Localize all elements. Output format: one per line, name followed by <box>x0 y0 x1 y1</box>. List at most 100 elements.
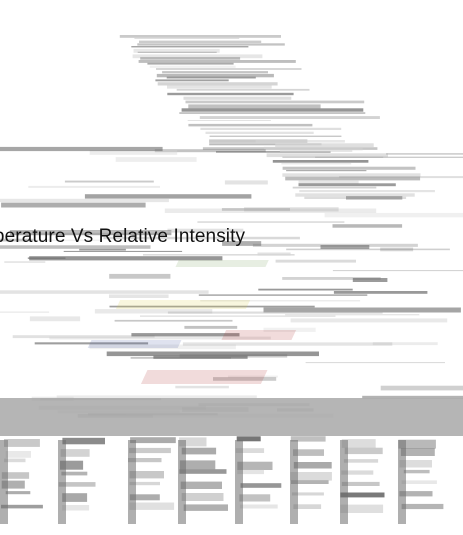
scan-line <box>89 150 178 155</box>
scan-line <box>153 355 248 359</box>
streak <box>119 35 281 38</box>
streak <box>209 135 342 137</box>
streak <box>137 51 217 53</box>
glyph-stem <box>178 440 186 524</box>
scan-line <box>109 273 171 279</box>
scan-line <box>182 342 393 346</box>
streak <box>156 68 302 70</box>
scan-line <box>115 157 197 162</box>
scan-line <box>175 385 229 389</box>
scan-line <box>263 307 461 313</box>
glyph-slice <box>237 461 273 470</box>
glyph-slice <box>290 436 326 442</box>
scan-line <box>114 319 233 322</box>
scan-line <box>0 290 209 294</box>
streak <box>179 112 366 114</box>
glyph-slice <box>291 492 324 496</box>
scan-line <box>346 196 403 200</box>
scan-line <box>4 261 46 263</box>
streak <box>188 104 321 109</box>
distorted-wordmark <box>0 398 463 524</box>
scan-line <box>0 146 163 152</box>
glyph-slice <box>293 462 332 469</box>
streak <box>147 62 234 65</box>
glyph-slice <box>235 448 265 453</box>
scan-line <box>372 342 438 346</box>
glyph-slice <box>293 449 324 456</box>
glyph-slice <box>239 494 271 502</box>
tint-streak <box>221 330 297 340</box>
scan-line <box>352 278 388 282</box>
streak <box>295 193 415 197</box>
scan-line <box>315 156 463 158</box>
streak <box>209 143 322 146</box>
glyph-slice <box>58 482 96 487</box>
streak <box>134 37 240 39</box>
glyph-stem <box>340 440 348 524</box>
glyph-slice <box>129 494 160 501</box>
streak <box>133 48 220 53</box>
streak <box>255 140 345 143</box>
glyph-slice <box>237 469 264 475</box>
glyph-slice <box>291 480 329 484</box>
color-tints <box>87 260 297 384</box>
glyph-slice <box>400 448 435 456</box>
glyph-slice <box>4 439 40 447</box>
scan-line <box>0 238 34 242</box>
scan-line <box>184 325 238 329</box>
glyph-slice <box>290 472 332 481</box>
glyph-slice <box>62 493 88 502</box>
streak <box>282 166 416 170</box>
streak <box>285 176 421 181</box>
glyph-slice <box>128 458 162 463</box>
streak <box>132 54 263 59</box>
scan-line <box>339 176 463 179</box>
glyph-slice <box>129 447 171 454</box>
scan-line <box>290 318 448 323</box>
glyph-slice <box>129 471 164 479</box>
glyph-slice <box>181 493 224 501</box>
streak <box>131 46 249 48</box>
scan-line <box>282 277 381 280</box>
streak <box>205 131 314 134</box>
scan-line <box>79 248 126 251</box>
glyph-slice <box>343 459 379 463</box>
scan-line <box>109 294 169 298</box>
scan-line <box>34 342 149 345</box>
glyph-slice <box>398 439 436 449</box>
glyph-slice <box>179 437 207 447</box>
streak <box>263 146 363 151</box>
scan-line <box>140 315 336 317</box>
scan-line <box>285 314 420 316</box>
glyph-slice <box>62 505 90 511</box>
streak <box>162 71 268 74</box>
scan-line <box>167 311 383 314</box>
header-bar <box>0 398 463 436</box>
scan-line <box>143 254 295 256</box>
scan-line <box>224 180 268 185</box>
scan-line <box>154 149 266 153</box>
streak <box>200 127 342 130</box>
streak <box>155 79 229 82</box>
streak <box>292 186 377 189</box>
streak <box>156 73 274 78</box>
glyph-slice <box>180 481 222 489</box>
scan-line <box>28 185 160 188</box>
glyph-slice <box>341 439 376 448</box>
scan-line <box>0 311 50 313</box>
scan-line <box>1 202 146 208</box>
scan-line <box>200 300 361 302</box>
scan-line <box>324 212 463 218</box>
scan-line <box>333 291 428 294</box>
tint-streak <box>175 260 269 267</box>
glyph-slice <box>179 469 227 474</box>
streak <box>181 108 364 112</box>
glyph-slice <box>240 483 282 488</box>
streak <box>176 88 310 91</box>
scan-line <box>380 247 414 252</box>
scan-line <box>198 294 368 296</box>
scan-line <box>94 309 213 314</box>
scan-line <box>30 231 216 233</box>
glyph-slice <box>4 458 26 463</box>
